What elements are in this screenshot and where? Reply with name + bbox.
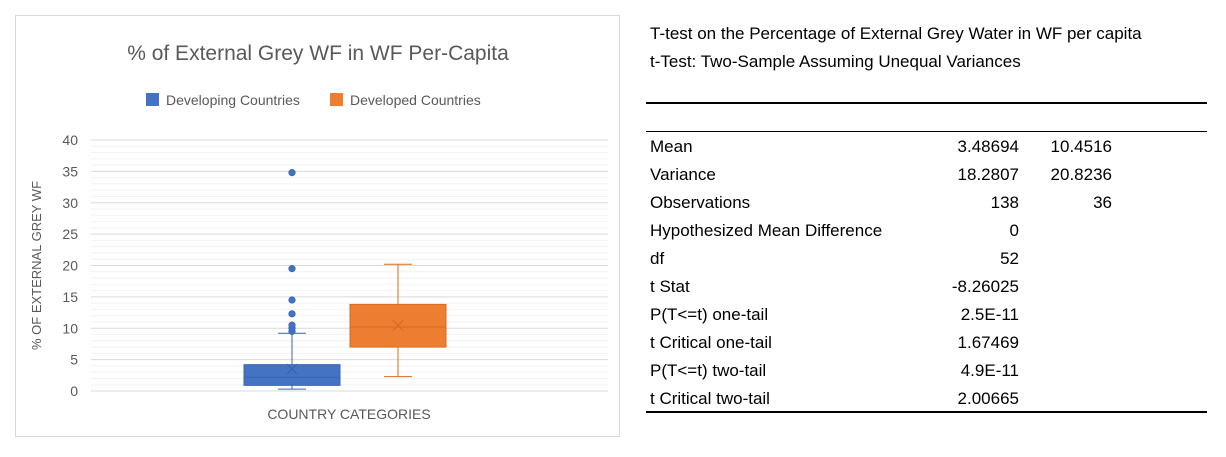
- box-0: [243, 169, 341, 390]
- mean-marker: [392, 319, 404, 331]
- table-row: Mean 3.48694 10.4516: [646, 133, 1207, 161]
- chart-container: % of External Grey WF in WF Per-Capita De…: [15, 15, 620, 437]
- value-developing: 1.67469: [957, 333, 1019, 352]
- row-label: Hypothesized Mean Difference: [650, 221, 883, 240]
- ttest-subtitle: t-Test: Two-Sample Assuming Unequal Vari…: [650, 52, 1021, 71]
- y-axis-label: % OF EXTERNAL GREY WF: [29, 181, 44, 350]
- outlier-point: [288, 265, 296, 273]
- legend-swatch: [330, 93, 343, 106]
- outlier-point: [288, 321, 296, 329]
- table-row: t Critical one-tail 1.67469: [646, 329, 1207, 357]
- table-row: P(T<=t) two-tail 4.9E-11: [646, 357, 1207, 385]
- iqr-box: [243, 364, 341, 386]
- y-tick-label: 35: [62, 163, 78, 179]
- table-header-rule: [646, 131, 1207, 132]
- row-label: P(T<=t) two-tail: [650, 361, 767, 380]
- row-label: df: [650, 249, 665, 268]
- table-row: Observations 138 36: [646, 189, 1207, 217]
- row-label: t Critical two-tail: [650, 389, 770, 408]
- chart-title: % of External Grey WF in WF Per-Capita: [127, 42, 509, 65]
- value-developed: 20.8236: [1050, 165, 1112, 184]
- x-axis-label: COUNTRY CATEGORIES: [267, 406, 430, 422]
- row-label: Mean: [650, 137, 693, 156]
- table-row: P(T<=t) one-tail 2.5E-11: [646, 301, 1207, 329]
- y-tick-label: 15: [62, 289, 78, 305]
- value-developing: 3.48694: [957, 137, 1019, 156]
- row-label: P(T<=t) one-tail: [650, 305, 769, 324]
- row-label: t Critical one-tail: [650, 333, 772, 352]
- table-row: df 52: [646, 245, 1207, 273]
- table-row: t Critical two-tail 2.00665: [646, 385, 1207, 413]
- legend-swatch: [146, 93, 159, 106]
- y-tick-label: 0: [70, 383, 78, 399]
- outlier-point: [288, 169, 296, 177]
- value-developing: 0: [1009, 221, 1019, 240]
- outlier-point: [288, 296, 296, 304]
- y-tick-label: 20: [62, 258, 78, 274]
- y-tick-label: 25: [62, 226, 78, 242]
- y-tick-label: 30: [62, 195, 78, 211]
- outlier-point: [288, 310, 296, 318]
- value-developing: 2.5E-11: [960, 305, 1019, 324]
- value-developing: 2.00665: [957, 389, 1019, 408]
- ttest-title: T-test on the Percentage of External Gre…: [650, 24, 1142, 43]
- mean-marker: [286, 363, 298, 375]
- box-1: [349, 263, 447, 378]
- y-tick-label: 40: [62, 132, 78, 148]
- table-top-rule: [646, 102, 1207, 104]
- value-developed: 10.4516: [1050, 137, 1112, 156]
- box-plot-chart: % of External Grey WF in WF Per-Capita De…: [29, 42, 608, 422]
- value-developing: 52: [1000, 249, 1019, 268]
- table-row: t Stat -8.26025: [646, 273, 1207, 301]
- table-row: Variance 18.2807 20.8236: [646, 161, 1207, 189]
- table-bottom-rule: [646, 411, 1207, 413]
- value-developing: 18.2807: [957, 165, 1019, 184]
- y-tick-label: 10: [62, 320, 78, 336]
- table-row: Hypothesized Mean Difference 0: [646, 217, 1207, 245]
- row-label: t Stat: [650, 277, 690, 296]
- row-label: Variance: [650, 165, 716, 184]
- value-developing: -8.26025: [951, 277, 1019, 296]
- legend-label: Developing Countries: [166, 92, 300, 108]
- row-label: Observations: [650, 193, 751, 212]
- value-developing: 138: [990, 193, 1019, 212]
- legend-label: Developed Countries: [350, 92, 481, 108]
- value-developing: 4.9E-11: [960, 361, 1019, 380]
- value-developed: 36: [1093, 193, 1112, 212]
- y-tick-label: 5: [70, 352, 78, 368]
